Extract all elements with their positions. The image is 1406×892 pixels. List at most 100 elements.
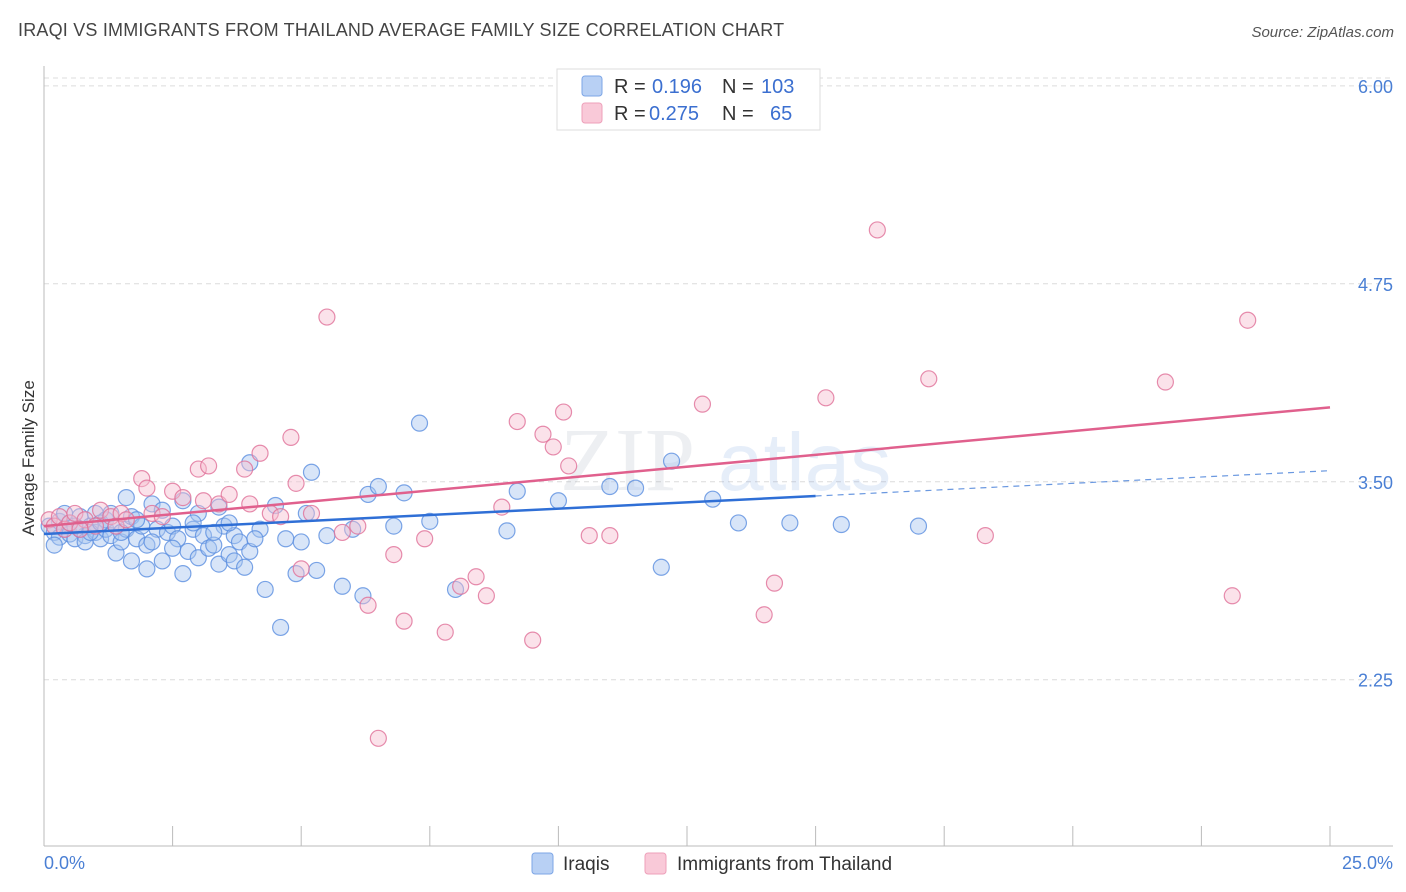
iraqis-point [138,536,156,554]
iraqis-point [601,477,619,496]
iraqis-point [107,544,125,562]
thailand-point [508,412,526,431]
thailand-point [395,612,413,630]
iraqis-point [236,558,254,576]
thailand-point [755,606,773,624]
iraqis-point [287,565,305,583]
thailand-point [369,729,387,747]
thailand-point [241,495,259,513]
y-tick-labels: 6.00 4.75 3.50 2.25 [1358,77,1393,691]
iraqis-point [117,488,135,507]
thailand-point [452,577,470,595]
thailand-point [868,221,886,239]
thailand-point [436,623,454,641]
grid-lines [44,77,1393,681]
iraqis-point [143,495,161,513]
thailand-point [272,507,290,526]
iraqis-point [549,492,568,510]
iraqis-point [410,414,429,432]
thailand-point [318,308,336,326]
thailand-point [534,425,552,443]
iraqis-point [174,565,192,583]
iraqis-point [385,517,403,535]
thailand-point [133,469,151,488]
thailand-point [349,517,367,535]
iraqis-point [729,514,748,532]
y-tick-label: 6.00 [1358,77,1393,97]
thailand-point [554,403,573,421]
iraqis-point [153,552,171,570]
bottom-legend: Iraqis Immigrants from Thailand [531,852,892,875]
legend-r-value-2: 0.275 [649,103,699,125]
iraqis-point [256,580,274,599]
thailand-point [66,504,84,523]
iraqis-point [169,530,187,548]
thailand-point [359,596,377,614]
watermark-zip: ZIP [560,411,695,510]
thailand-point [220,485,238,504]
thailand-point [976,526,994,545]
thailand-point [91,501,110,519]
y-tick-label: 3.50 [1358,473,1393,493]
iraqis-point [369,477,387,496]
thailand-point [333,523,351,542]
iraqis-point [832,515,850,534]
iraqis-point [333,577,351,595]
iraqis-point [308,561,326,580]
iraqis-point [626,479,645,497]
iraqis-point [704,490,722,508]
thailand-point [194,492,213,510]
iraqis-point [292,533,310,551]
bottom-legend-swatch-iraqis [531,852,554,875]
iraqis-point [164,539,182,557]
thailand-point [1156,373,1174,391]
iraqis-point [277,530,295,548]
thailand-point [302,504,321,523]
thailand-point [765,574,784,592]
trend-lines [43,406,1331,536]
watermark: ZIP atlas [560,411,891,510]
thailand-point [560,457,578,475]
thailand-point [477,587,495,605]
iraqis-point [205,536,223,554]
iraqis-point [138,560,156,578]
thailand-point [164,482,182,500]
iraqis-point [246,530,264,548]
iraqis-point [508,482,526,500]
legend-n-value-1: 103 [761,76,794,98]
iraqis-point [251,520,269,538]
x-tick-left: 0.0% [44,853,85,873]
y-axis-label: Average Family Size [19,380,38,536]
legend-n-label-1: N = [722,76,754,98]
bottom-legend-label-iraqis: Iraqis [563,854,609,875]
legend-swatch-iraqis [581,75,603,97]
top-legend: R = 0.196 N = 103 R = 0.275 N = 65 [556,68,821,131]
thailand-point [385,546,403,564]
thailand-point [138,479,156,497]
thailand-point [544,438,562,456]
iraqis-point [909,517,928,535]
thailand-point [817,389,835,407]
thailand-trend-line [43,406,1331,528]
iraqis-point [143,533,161,551]
iraqis-point [344,520,362,538]
iraqis-point [45,536,63,554]
legend-r-label-1: R = [614,76,646,98]
thailand-point [287,474,305,492]
thailand-point [920,370,938,388]
thailand-point [601,526,619,545]
thailand-point [236,460,254,478]
iraqis-point [200,539,218,557]
thailand-point [251,444,269,462]
axes [43,66,1393,847]
iraqis-point [446,580,465,599]
legend-r-label-2: R = [614,103,646,125]
thailand-point [292,560,310,578]
y-tick-label: 4.75 [1358,275,1393,295]
iraqis-point [272,618,290,637]
iraqis-point [225,552,243,570]
iraqis-point [302,463,321,481]
iraqis-point [498,522,516,540]
iraqis-point [122,552,141,570]
